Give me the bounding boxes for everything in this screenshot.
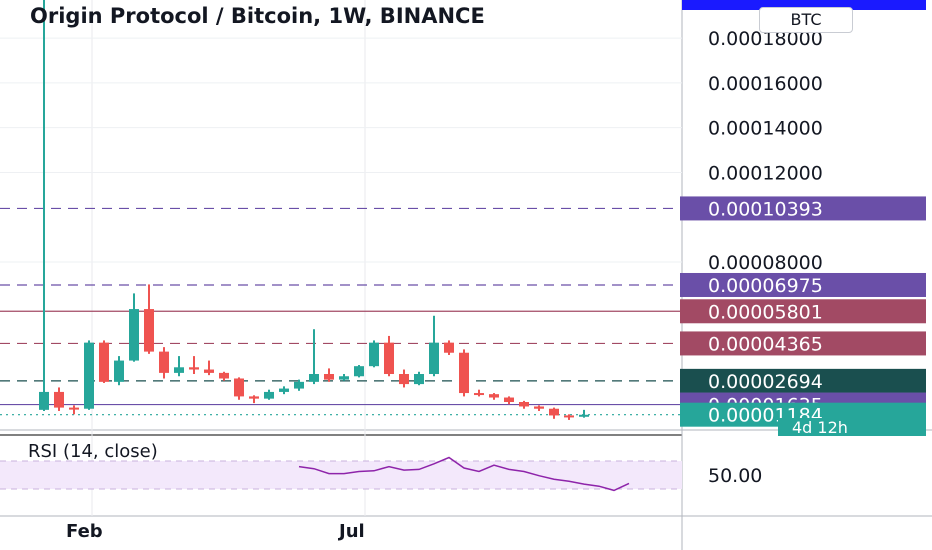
y-tick-label: 0.00018000	[708, 28, 823, 50]
candle-body	[129, 309, 139, 361]
price-level-label: 0.00010393	[708, 198, 823, 220]
y-tick-label: 0.00012000	[708, 162, 823, 184]
candle-body	[69, 407, 79, 410]
candle-body	[84, 342, 94, 409]
price-level-badge	[680, 196, 926, 221]
candle-body	[324, 374, 334, 380]
candle-body	[279, 388, 289, 392]
rsi-line	[298, 456, 630, 492]
countdown-badge	[778, 418, 926, 436]
candle-body	[144, 309, 154, 352]
candle-body	[489, 394, 499, 398]
price-level-label: 0.00006975	[708, 275, 823, 297]
candle-body	[459, 352, 469, 394]
candle-body	[414, 374, 424, 385]
rsi-band	[0, 461, 682, 489]
candle-body	[294, 381, 304, 389]
rsi-indicator-label[interactable]: RSI (14, close)	[28, 441, 158, 462]
candle-body	[174, 367, 184, 373]
candle-body	[309, 374, 319, 382]
x-tick-label: Jul	[339, 521, 365, 542]
top-price-badge	[682, 0, 926, 10]
candle-body	[549, 408, 559, 416]
candle-body	[444, 342, 454, 353]
price-level-badge	[680, 299, 926, 324]
candle-body	[39, 391, 49, 410]
candle-body	[579, 414, 589, 417]
candle-body	[54, 391, 64, 408]
y-tick-label: 0.00016000	[708, 73, 823, 95]
candle-body	[339, 376, 349, 380]
candle-body	[369, 342, 379, 367]
price-level-badge	[680, 368, 926, 393]
candle-body	[519, 402, 529, 407]
candle-body	[384, 342, 394, 375]
price-level-label: 0.00005801	[708, 301, 823, 323]
currency-unit-badge[interactable]: BTC	[759, 7, 853, 33]
candle-body	[564, 415, 574, 418]
candle-body	[504, 397, 514, 403]
candle-body	[429, 342, 439, 375]
price-level-badge	[680, 272, 926, 297]
chart-title: Origin Protocol / Bitcoin, 1W, BINANCE	[30, 4, 485, 28]
candle-body	[219, 372, 229, 379]
candle-body	[264, 391, 274, 399]
candle-body	[474, 393, 484, 396]
price-level-badge	[680, 331, 926, 356]
price-level-label: 0.00004365	[708, 333, 823, 355]
rsi-tick-label: 50.00	[708, 465, 762, 487]
candle-body	[354, 366, 364, 377]
candle-body	[249, 396, 259, 399]
price-level-label: 0.00002694	[708, 371, 823, 393]
candle-body	[534, 406, 544, 409]
candle-body	[114, 360, 124, 382]
y-tick-label: 0.00008000	[708, 252, 823, 274]
y-tick-label: 0.00014000	[708, 118, 823, 140]
candle-body	[234, 378, 244, 397]
countdown-label: 4d 12h	[792, 418, 848, 437]
candle-body	[189, 367, 199, 370]
x-tick-label: Feb	[66, 521, 103, 542]
candle-body	[159, 351, 169, 373]
candle-body	[204, 369, 214, 373]
candle-body	[399, 374, 409, 385]
candle-body	[99, 342, 109, 382]
